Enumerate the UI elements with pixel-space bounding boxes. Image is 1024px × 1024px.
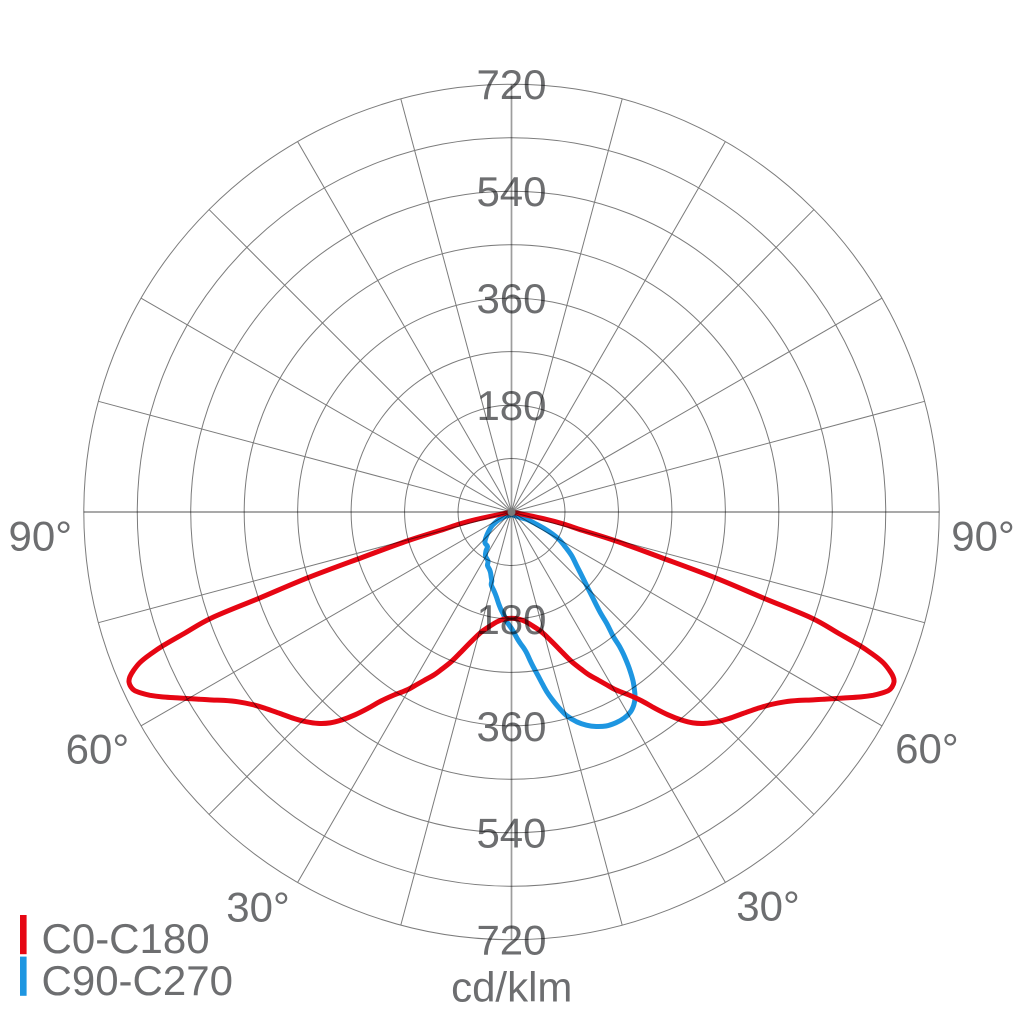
svg-text:360: 360 xyxy=(476,275,546,322)
svg-text:540: 540 xyxy=(476,168,546,215)
svg-text:cd/klm: cd/klm xyxy=(451,964,572,1011)
svg-text:180: 180 xyxy=(476,596,546,643)
svg-text:360: 360 xyxy=(476,703,546,750)
svg-text:30°: 30° xyxy=(736,883,800,930)
svg-text:C90-C270: C90-C270 xyxy=(42,957,233,1004)
svg-text:90°: 90° xyxy=(9,513,73,560)
svg-text:540: 540 xyxy=(476,810,546,857)
svg-text:720: 720 xyxy=(476,917,546,964)
svg-text:60°: 60° xyxy=(66,726,130,773)
svg-text:720: 720 xyxy=(476,61,546,108)
svg-text:180: 180 xyxy=(476,382,546,429)
svg-text:30°: 30° xyxy=(226,884,290,931)
svg-text:60°: 60° xyxy=(895,725,959,772)
svg-text:C0-C180: C0-C180 xyxy=(42,915,210,962)
svg-text:90°: 90° xyxy=(951,512,1015,559)
